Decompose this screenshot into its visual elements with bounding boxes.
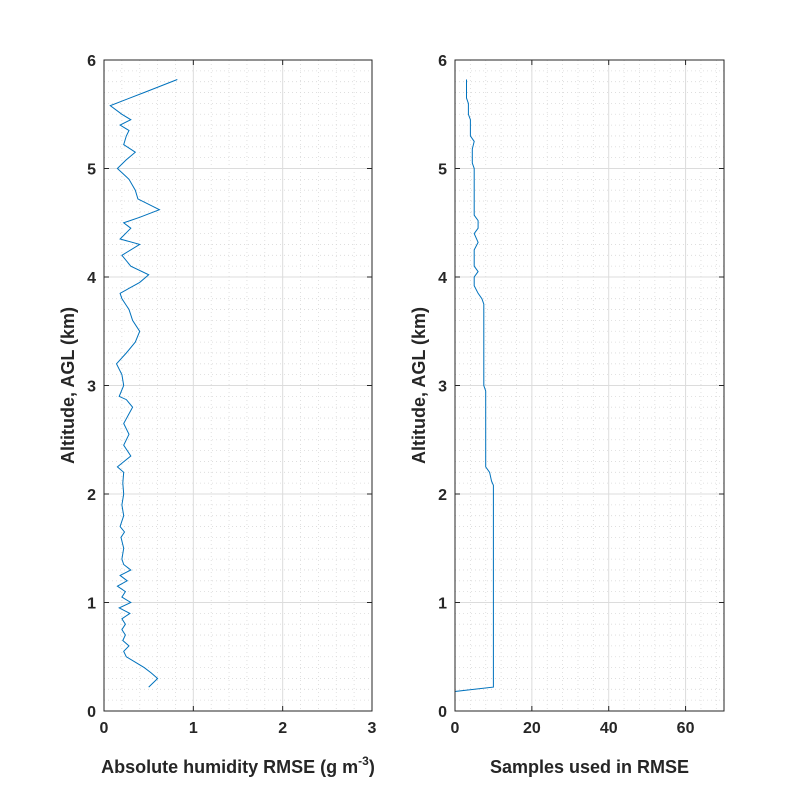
x-tick-label: 0 (100, 720, 109, 737)
x-axis-label-superscript: -3 (358, 754, 369, 768)
x-axis-label-end: ) (369, 757, 375, 777)
x-tick-label: 2 (278, 720, 287, 737)
y-axis-label: Altitude, AGL (km) (409, 307, 429, 464)
x-tick-label: 60 (677, 720, 695, 737)
y-tick-label: 5 (87, 162, 96, 179)
y-tick-label: 4 (438, 270, 447, 287)
x-tick-label: 0 (451, 720, 460, 737)
y-tick-label: 1 (438, 596, 447, 613)
x-tick-label: 40 (600, 720, 618, 737)
y-tick-label: 4 (87, 270, 96, 287)
series-line-0 (109, 79, 178, 688)
x-axis-label: Samples used in RMSE (490, 757, 689, 777)
y-tick-label: 0 (438, 704, 447, 721)
y-tick-label: 3 (87, 379, 96, 396)
x-tick-label: 3 (368, 720, 377, 737)
series-layer (109, 79, 178, 688)
x-tick-label: 1 (189, 720, 198, 737)
x-axis-label: Absolute humidity RMSE (g m-3) (101, 754, 375, 777)
x-axis-label-main: Absolute humidity RMSE (g m (101, 757, 358, 777)
tick-layer: 0 20 40 60 0 1 2 3 4 5 6 (438, 53, 724, 737)
y-tick-label: 2 (87, 487, 96, 504)
major-grid (104, 60, 372, 711)
y-tick-label: 1 (87, 596, 96, 613)
y-tick-label: 3 (438, 379, 447, 396)
series-layer (454, 79, 494, 711)
y-tick-label: 6 (438, 53, 447, 70)
y-axis-label: Altitude, AGL (km) (58, 307, 78, 464)
y-tick-label: 2 (438, 487, 447, 504)
humidity-rmse-panel: 0 1 2 3 0 1 2 3 4 5 6 Absolute humidity RMSE (g m-… (58, 53, 377, 777)
major-grid (455, 60, 724, 711)
y-tick-label: 0 (87, 704, 96, 721)
series-line-0 (454, 79, 494, 711)
y-tick-label: 6 (87, 53, 96, 70)
samples-panel: 0 20 40 60 0 1 2 3 4 5 6 Samples used in RMSE Alti… (409, 53, 725, 777)
y-tick-label: 5 (438, 162, 447, 179)
x-tick-label: 20 (523, 720, 541, 737)
tick-layer: 0 1 2 3 0 1 2 3 4 5 6 (87, 53, 376, 737)
